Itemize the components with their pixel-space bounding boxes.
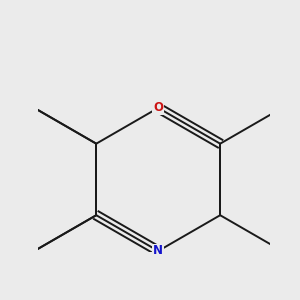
Text: O: O bbox=[153, 101, 163, 114]
Text: N: N bbox=[153, 244, 163, 257]
